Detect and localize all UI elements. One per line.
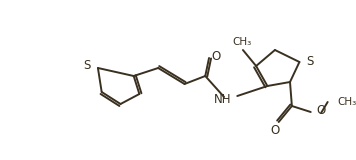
Text: S: S bbox=[83, 59, 90, 72]
Text: S: S bbox=[306, 55, 313, 68]
Text: O: O bbox=[270, 124, 279, 136]
Text: CH₃: CH₃ bbox=[232, 37, 252, 47]
Text: NH: NH bbox=[214, 92, 232, 105]
Text: O: O bbox=[211, 49, 220, 63]
Text: O: O bbox=[316, 104, 326, 116]
Text: CH₃: CH₃ bbox=[337, 97, 356, 107]
